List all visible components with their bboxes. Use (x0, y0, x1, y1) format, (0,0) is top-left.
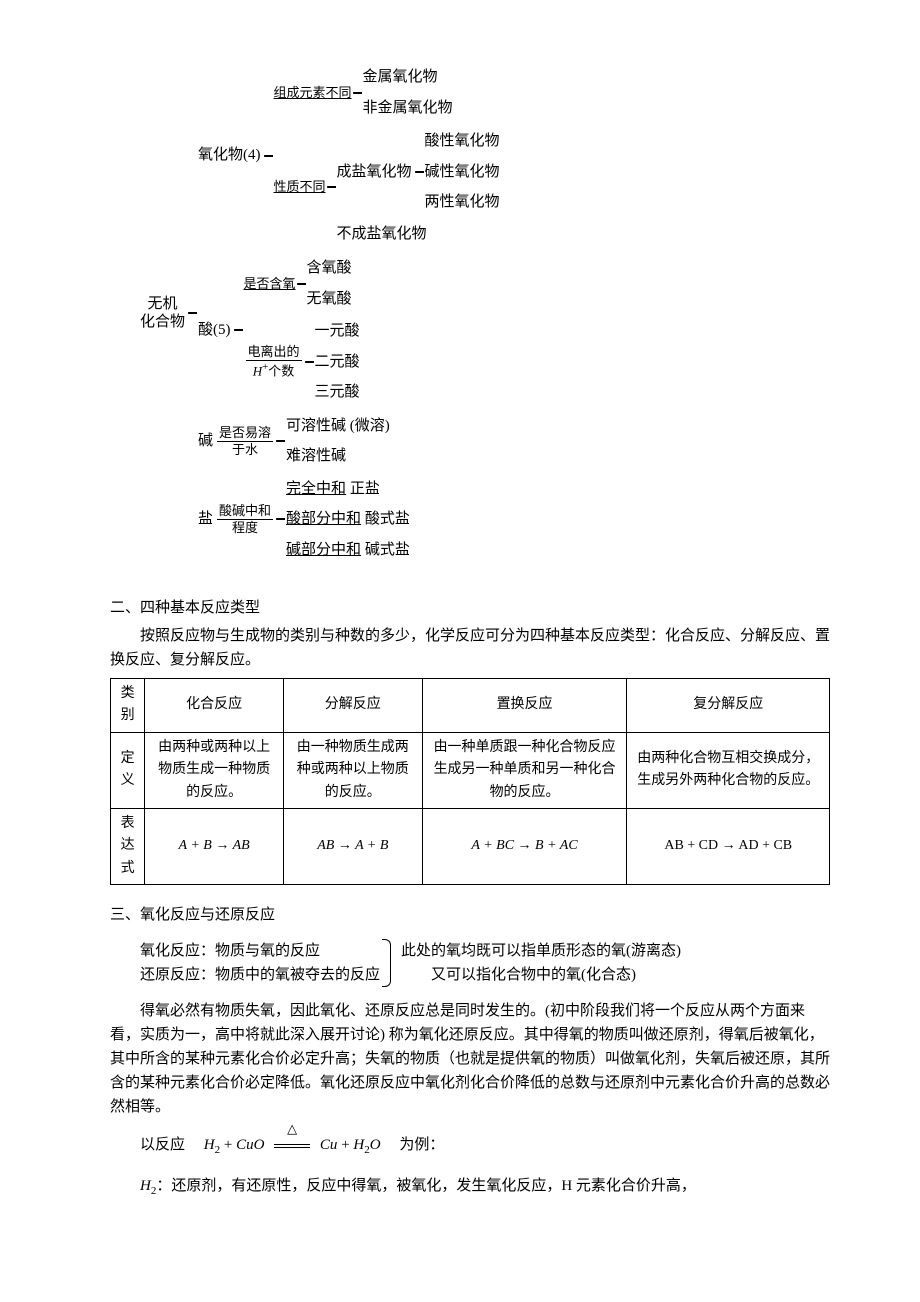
th: 分解反应 (283, 679, 422, 733)
leaf: 非金属氧化物 (363, 94, 453, 123)
oxide-crit1: 组成元素不同 (274, 85, 352, 101)
root-label: 无机化合物 (140, 295, 187, 331)
section3-para: 得氧必然有物质失氧，因此氧化、还原反应总是同时发生的。(初中阶段我们将一个反应从… (110, 999, 830, 1119)
section3-heading: 三、氧化反应与还原反应 (110, 903, 830, 927)
td: 由一种物质生成两种或两种以上物质的反应。 (283, 732, 422, 808)
leaf: 三元酸 (315, 378, 360, 407)
td: AB + CD → AD + CB (627, 808, 830, 884)
leaf: 碱性氧化物 (425, 158, 500, 187)
table-row: 类别 化合反应 分解反应 置换反应 复分解反应 (111, 679, 830, 733)
th: 类别 (111, 679, 145, 733)
leaf: 无氧酸 (307, 285, 352, 314)
note2: 又可以指化合物中的氧(化合态) (401, 963, 681, 987)
acid-crit1: 是否含氧 (244, 276, 296, 292)
th: 置换反应 (422, 679, 627, 733)
td: AB → A + B (283, 808, 422, 884)
reduc-def: 还原反应：物质中的氧被夺去的反应 (140, 963, 380, 987)
note1: 此处的氧均既可以指单质形态的氧(游离态) (401, 939, 681, 963)
leaf: 一元酸 (315, 317, 360, 346)
h2-explain: H2：还原剂，有还原性，反应中得氧，被氧化，发生氧化反应，H 元素化合价升高， (110, 1174, 830, 1201)
td: 由两种或两种以上物质生成一种物质的反应。 (145, 732, 284, 808)
base-label: 碱 (198, 427, 215, 456)
td: 由一种单质跟一种化合物反应生成另一种单质和另一种化合物的反应。 (422, 732, 627, 808)
classification-tree: 无机化合物 氧化物(4) 组成元素不同 金属氧化物 非金属氧化物 (140, 60, 830, 566)
leaf: 完全中和 正盐 (286, 475, 410, 504)
table-row: 表达式 A + B → AB AB → A + B A + BC → B + A… (111, 808, 830, 884)
leaf: 酸部分中和 酸式盐 (286, 505, 410, 534)
table-row: 定义 由两种或两种以上物质生成一种物质的反应。 由一种物质生成两种或两种以上物质… (111, 732, 830, 808)
leaf: 两性氧化物 (425, 188, 500, 217)
salt-oxide-label: 成盐氧化物 (337, 158, 414, 187)
acid-crit2: 电离出的 H+个数 (246, 344, 302, 379)
section2-heading: 二、四种基本反应类型 (110, 596, 830, 620)
leaf: 不成盐氧化物 (337, 220, 500, 249)
leaf: 酸性氧化物 (425, 127, 500, 156)
td: A + B → AB (145, 808, 284, 884)
def-label: 定义 (111, 732, 145, 808)
th: 复分解反应 (627, 679, 830, 733)
leaf: 难溶性碱 (286, 442, 390, 471)
section2-intro: 按照反应物与生成物的类别与种数的多少，化学反应可分为四种基本反应类型：化合反应、… (110, 624, 830, 672)
reaction-types-table: 类别 化合反应 分解反应 置换反应 复分解反应 定义 由两种或两种以上物质生成一… (110, 678, 830, 885)
acid-label: 酸(5) (198, 316, 233, 345)
redox-definition-block: 氧化反应：物质与氧的反应 还原反应：物质中的氧被夺去的反应 此处的氧均既可以指单… (140, 939, 830, 987)
leaf: 二元酸 (315, 348, 360, 377)
leaf: 可溶性碱 (微溶) (286, 412, 390, 441)
leaf: 含氧酸 (307, 254, 352, 283)
leaf: 碱部分中和 碱式盐 (286, 536, 410, 565)
th: 化合反应 (145, 679, 284, 733)
oxide-crit2: 性质不同 (274, 179, 326, 195)
example-equation: 以反应 H2 + CuO △ Cu + H2O 为例： (140, 1133, 830, 1160)
salt-crit: 酸碱中和 程度 (217, 503, 273, 535)
expr-label: 表达式 (111, 808, 145, 884)
oxid-def: 氧化反应：物质与氧的反应 (140, 939, 380, 963)
td: A + BC → B + AC (422, 808, 627, 884)
base-crit: 是否易溶 于水 (217, 425, 273, 457)
leaf: 金属氧化物 (363, 63, 453, 92)
oxide-label: 氧化物(4) (198, 141, 263, 170)
td: 由两种化合物互相交换成分，生成另外两种化合物的反应。 (627, 732, 830, 808)
salt-label: 盐 (198, 505, 215, 534)
